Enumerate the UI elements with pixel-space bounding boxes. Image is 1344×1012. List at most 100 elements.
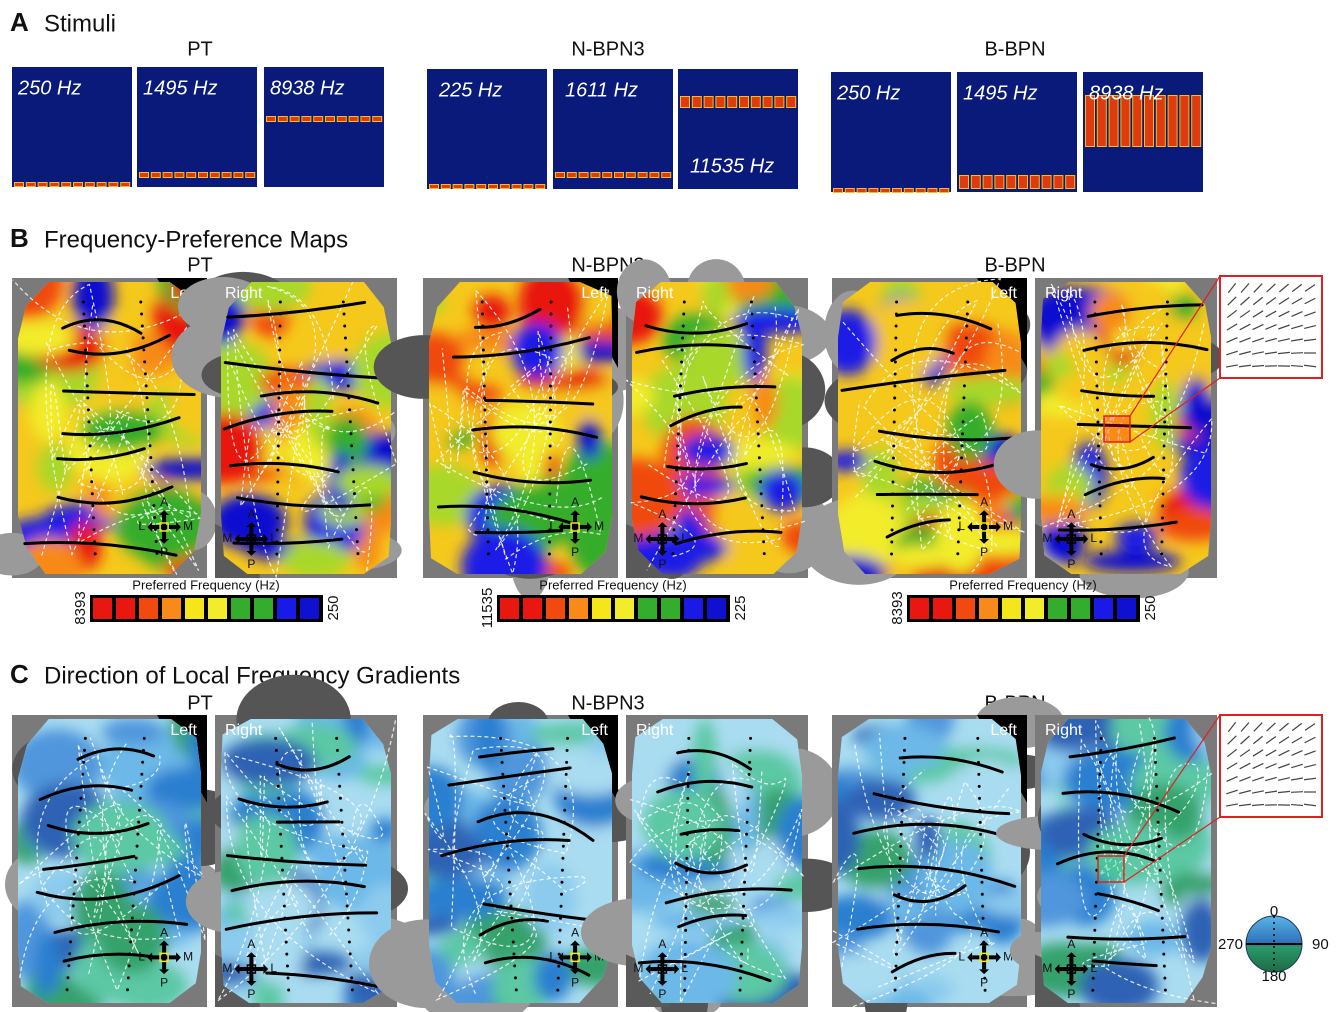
blob xyxy=(728,540,782,572)
compass-label: A xyxy=(1067,507,1075,521)
tone-band xyxy=(893,189,901,192)
colorbar-swatch xyxy=(638,598,657,619)
compass-label: P xyxy=(247,557,255,571)
compass-label: L xyxy=(958,950,965,964)
cortical-map xyxy=(369,697,657,1012)
tone-band xyxy=(662,173,670,177)
colorbar-swatch xyxy=(1094,598,1113,619)
tone-band xyxy=(764,97,772,107)
tone-band xyxy=(1054,176,1062,188)
stimulus-label: 1495 Hz xyxy=(963,82,1038,104)
tone-band xyxy=(650,173,658,177)
tone-band xyxy=(972,176,980,188)
blob xyxy=(1165,872,1228,895)
compass-label: P xyxy=(571,976,579,990)
tone-band xyxy=(960,176,968,188)
colorbar-swatch xyxy=(500,598,519,619)
stimulus-label: 11535 Hz xyxy=(690,155,774,177)
tone-band xyxy=(121,183,129,186)
hemisphere-label: Right xyxy=(1045,285,1083,302)
tone-band xyxy=(279,117,287,121)
compass-label: P xyxy=(1067,987,1075,1001)
blob xyxy=(577,419,601,460)
tone-band xyxy=(627,173,635,177)
wheel-label: 90 xyxy=(1312,936,1329,953)
tone-band xyxy=(140,173,148,177)
colorbar-title: Preferred Frequency (Hz) xyxy=(132,577,279,592)
stimulus-label: 8938 Hz xyxy=(270,77,345,99)
tone-band xyxy=(1192,96,1200,146)
tone-band xyxy=(314,117,322,121)
compass-label: M xyxy=(222,531,232,545)
tone-band xyxy=(15,183,23,186)
compass-label: P xyxy=(658,987,666,1001)
colorbar-swatch xyxy=(185,598,204,619)
hemisphere-label: Left xyxy=(581,722,608,739)
tone-band xyxy=(430,185,438,188)
tone-band xyxy=(615,173,623,177)
colorbar-swatch xyxy=(546,598,565,619)
colorbar-swatch xyxy=(979,598,998,619)
tone-band xyxy=(1031,176,1039,188)
colorbar-swatch xyxy=(1117,598,1136,619)
compass-label: P xyxy=(160,545,168,559)
colorbar-swatch xyxy=(116,598,135,619)
group-title: N-BPN3 xyxy=(571,38,644,60)
compass-label: A xyxy=(571,495,579,509)
tone-band xyxy=(705,97,713,107)
tone-band xyxy=(787,97,795,107)
blob xyxy=(1157,509,1231,542)
tone-band xyxy=(639,173,647,177)
tone-band xyxy=(858,189,866,192)
tone-band xyxy=(74,183,82,186)
compass-label: L xyxy=(681,961,688,975)
tone-band xyxy=(246,173,254,177)
colorbar-swatch xyxy=(661,598,680,619)
tone-band xyxy=(940,189,948,192)
colorbar-swatch xyxy=(93,598,112,619)
tone-band xyxy=(603,173,611,177)
colorbar-max: 11535 xyxy=(479,588,496,629)
tone-band xyxy=(1180,96,1188,146)
tone-band xyxy=(489,185,497,188)
tone-band xyxy=(1066,176,1074,188)
colorbar-swatch xyxy=(569,598,588,619)
compass-label: L xyxy=(549,950,556,964)
colorbar-swatch xyxy=(139,598,158,619)
tone-band xyxy=(681,97,689,107)
tone-band xyxy=(326,117,334,121)
colorbar-swatch xyxy=(523,598,542,619)
colorbar-min: 250 xyxy=(1142,595,1159,620)
tone-band xyxy=(109,183,117,186)
colorbar-swatch xyxy=(1002,598,1021,619)
hemisphere-label: Right xyxy=(636,285,674,302)
tone-band xyxy=(338,117,346,121)
colorbar-swatch xyxy=(684,598,703,619)
gradient-vector xyxy=(1291,366,1303,367)
blob xyxy=(416,876,508,919)
tone-band xyxy=(86,183,94,186)
compass-label: L xyxy=(549,519,556,533)
tone-band xyxy=(477,185,485,188)
tone-band xyxy=(984,176,992,188)
blob xyxy=(889,545,952,569)
tone-band xyxy=(591,173,599,177)
compass-label: L xyxy=(681,531,688,545)
tone-band xyxy=(995,176,1003,188)
tone-band xyxy=(164,173,172,177)
compass-label: A xyxy=(1067,937,1075,951)
colorbar-swatch xyxy=(254,598,273,619)
colorbar-swatch xyxy=(300,598,319,619)
wheel-label: 270 xyxy=(1218,936,1243,953)
compass-label: L xyxy=(138,519,145,533)
tone-band xyxy=(846,189,854,192)
colorbar-swatch xyxy=(231,598,250,619)
tone-band xyxy=(291,117,299,121)
gradient-vector xyxy=(1291,792,1303,793)
blob xyxy=(37,444,72,491)
tone-band xyxy=(302,117,310,121)
hemisphere-label: Left xyxy=(170,722,197,739)
blob xyxy=(1150,381,1180,449)
tone-band xyxy=(62,183,70,186)
blob xyxy=(282,540,349,579)
